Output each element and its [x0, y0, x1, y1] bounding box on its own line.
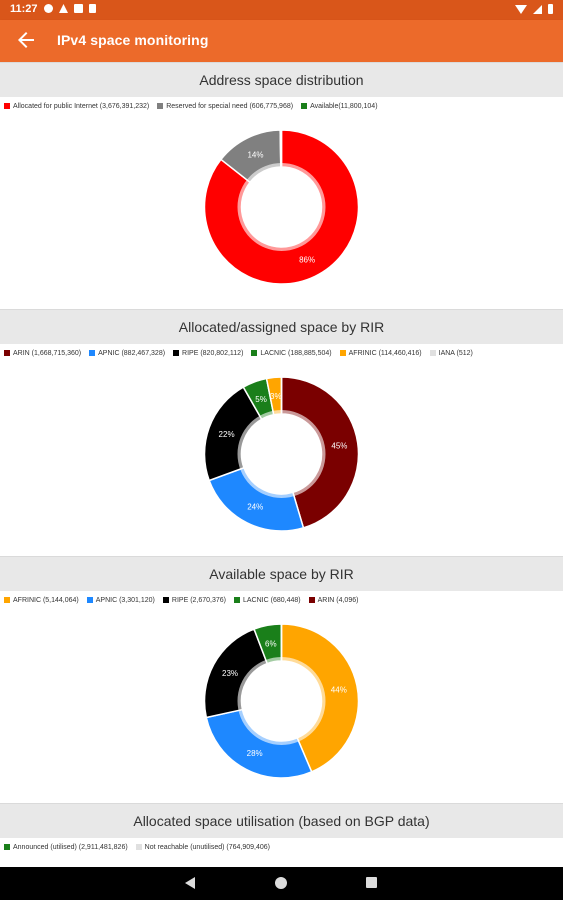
donut-slice-allocated-for-public-internet	[203, 129, 360, 285]
donut-slice-apnic	[205, 708, 313, 779]
legend-swatch	[429, 350, 436, 356]
legend-available-by-rir: AFRINIC (5,144,064) APNIC (3,301,120) RI…	[4, 593, 559, 607]
legend-item: RIPE (2,670,376)	[162, 596, 226, 604]
legend-swatch	[339, 350, 346, 356]
donut-slice-label: 23%	[222, 669, 238, 678]
wifi-icon	[515, 4, 527, 14]
arrow-left-icon[interactable]	[14, 28, 38, 52]
legend-utilisation: Announced (utilised) (2,911,481,826) Not…	[4, 840, 559, 854]
legend-item: RIPE (820,802,112)	[173, 350, 243, 357]
legend-item: ARIN (4,096)	[308, 596, 359, 604]
legend-item: LACNIC (188,885,504)	[251, 349, 332, 357]
legend-item: Announced (utilised) (2,911,481,826)	[4, 844, 128, 851]
legend-item: ARIN (1,668,715,360)	[4, 350, 81, 357]
image-icon	[74, 4, 83, 13]
legend-address-space: Allocated for public Internet (3,676,391…	[4, 99, 559, 113]
legend-swatch	[234, 597, 240, 603]
legend-label: LACNIC (188,885,504)	[260, 349, 332, 357]
donut-inner-ring	[237, 410, 326, 498]
legend-label: Allocated for public Internet (3,676,391…	[13, 102, 150, 110]
legend-label: APNIC (3,301,120)	[95, 596, 155, 604]
legend-item: Reserved for special need (606,775,968)	[157, 103, 293, 110]
recents-square-icon[interactable]	[366, 877, 377, 888]
legend-label: Not reachable (unutilised) (764,909,406)	[144, 843, 270, 851]
donut-slice-label: 44%	[331, 685, 347, 694]
legend-item: AFRINIC (114,460,416)	[339, 349, 422, 357]
legend-label: Announced (utilised) (2,911,481,826)	[13, 843, 128, 851]
legend-item: LACNIC (680,448)	[234, 597, 301, 604]
donut-slice-label: 3%	[270, 392, 282, 401]
donut-inner-ring	[237, 163, 326, 251]
status-right-icons	[515, 4, 553, 14]
legend-label: IANA (512)	[438, 349, 473, 357]
donut-slice-label: 24%	[247, 502, 263, 511]
donut-slice-apnic	[208, 466, 305, 532]
legend-swatch	[86, 597, 93, 603]
legend-label: AFRINIC (114,460,416)	[348, 349, 422, 357]
section-header-allocated-by-rir: Allocated/assigned space by RIR	[0, 309, 563, 344]
legend-label: ARIN (4,096)	[317, 596, 359, 604]
donut-slice-label: 28%	[247, 749, 263, 758]
donut-chart-available-by-rir: 44% 28% 23% 6%	[203, 623, 360, 779]
status-bar: 11:27	[0, 0, 563, 20]
system-navigation-bar	[0, 867, 563, 900]
donut-slice-label: 14%	[247, 151, 263, 160]
legend-swatch	[4, 350, 10, 356]
legend-swatch	[4, 597, 10, 603]
legend-swatch	[89, 350, 96, 356]
legend-allocated-by-rir: ARIN (1,668,715,360) APNIC (882,467,328)…	[4, 346, 559, 360]
legend-swatch	[301, 103, 308, 109]
legend-swatch	[157, 103, 164, 109]
legend-swatch	[251, 350, 258, 356]
donut-slice-label: 22%	[219, 430, 235, 439]
legend-label: APNIC (882,467,328)	[98, 349, 166, 357]
section-header-utilisation: Allocated space utilisation (based on BG…	[0, 803, 563, 838]
legend-item: IANA (512)	[429, 349, 473, 357]
legend-swatch	[173, 350, 180, 356]
app-bar: IPv4 space monitoring	[0, 20, 563, 62]
status-time: 11:27	[10, 3, 38, 15]
battery-icon	[548, 4, 553, 14]
legend-label: ARIN (1,668,715,360)	[13, 349, 82, 357]
donut-slice-afrinic	[280, 623, 360, 773]
donut-chart-address-space: 86% 14%	[203, 129, 360, 285]
page-title: IPv4 space monitoring	[57, 32, 209, 48]
legend-label: RIPE (820,802,112)	[182, 349, 244, 357]
legend-item: Available(11,800,104)	[301, 102, 378, 110]
legend-swatch	[162, 597, 169, 603]
legend-item: Allocated for public Internet (3,676,391…	[4, 103, 149, 110]
legend-item: Not reachable (unutilised) (764,909,406)	[135, 843, 270, 851]
status-left-icons	[44, 4, 96, 13]
warning-icon	[59, 4, 68, 13]
legend-label: Available(11,800,104)	[310, 102, 378, 110]
donut-inner-ring	[237, 657, 326, 745]
legend-label: AFRINIC (5,144,064)	[13, 596, 79, 604]
legend-swatch	[308, 597, 315, 603]
gear-icon	[44, 4, 53, 13]
home-circle-icon[interactable]	[275, 877, 287, 889]
legend-label: RIPE (2,670,376)	[171, 596, 226, 604]
legend-item: APNIC (882,467,328)	[89, 350, 165, 357]
donut-slice-label: 6%	[265, 639, 277, 648]
legend-item: APNIC (3,301,120)	[86, 596, 155, 604]
back-triangle-icon[interactable]	[185, 877, 195, 889]
donut-slice-label: 86%	[299, 256, 315, 265]
donut-slice-label: 45%	[331, 442, 347, 451]
legend-label: Reserved for special need (606,775,968)	[166, 102, 294, 110]
section-header-address-space: Address space distribution	[0, 62, 563, 97]
donut-slice-label: 5%	[255, 395, 267, 404]
donut-slice-available	[279, 129, 283, 168]
legend-item: AFRINIC (5,144,064)	[4, 597, 79, 604]
donut-chart-allocated-by-rir: 45% 24% 22% 5% 3%	[203, 376, 360, 532]
legend-swatch	[4, 844, 10, 850]
signal-icon	[533, 4, 542, 14]
sd-card-icon	[89, 4, 96, 13]
section-header-available-by-rir: Available space by RIR	[0, 556, 563, 591]
legend-swatch	[135, 844, 142, 850]
legend-swatch	[4, 103, 10, 109]
legend-label: LACNIC (680,448)	[243, 596, 301, 604]
